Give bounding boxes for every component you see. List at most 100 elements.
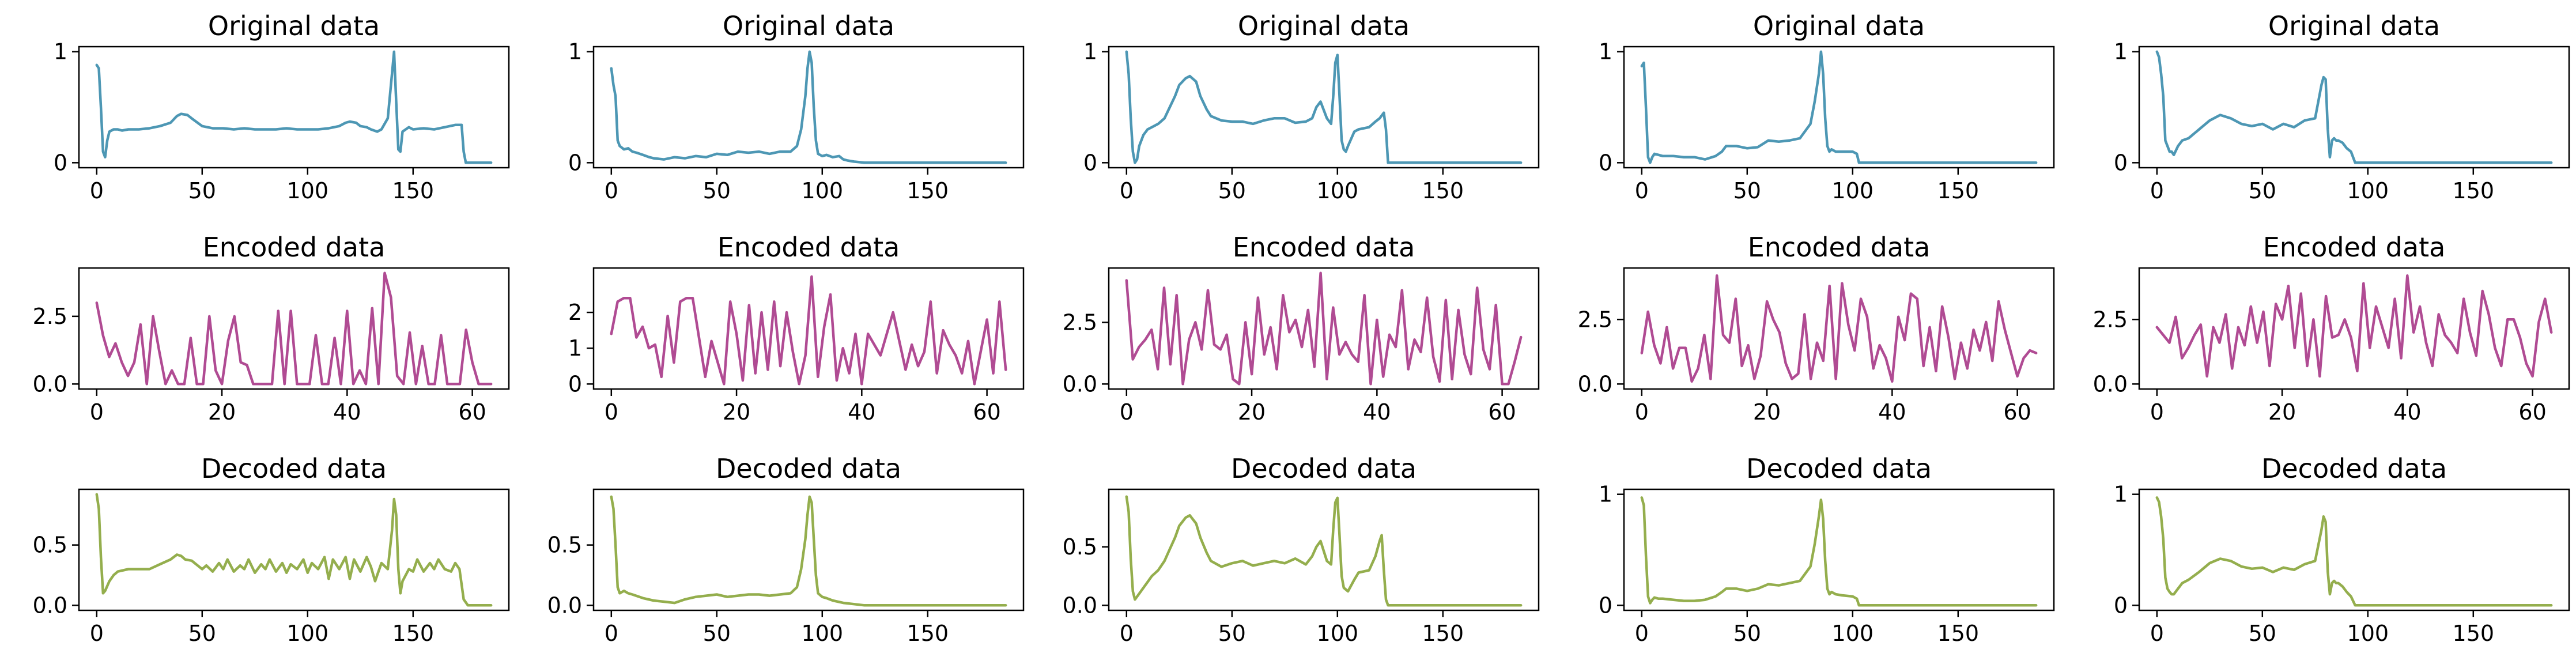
subplot-r0-c3: Original data 0 50 100 150 0 1 (1599, 10, 2055, 203)
subplot-r2-c0: Decoded data 0 50 100 150 0.0 0.5 (33, 453, 510, 646)
x-tick-label: 150 (1422, 178, 1464, 203)
x-tick-label: 0 (90, 621, 104, 646)
subplot-title: Decoded data (1746, 453, 1932, 484)
y-tick-label: 0 (2114, 592, 2128, 618)
y-tick-label: 1 (568, 39, 582, 65)
y-tick-label: 1 (2114, 39, 2128, 65)
subplot-r1-c1: Encoded data 0 20 40 60 0 1 2 (568, 232, 1025, 425)
x-tick-label: 50 (703, 178, 731, 203)
x-tick-label: 20 (723, 399, 750, 425)
x-tick-label: 20 (1753, 399, 1781, 425)
x-tick-label: 150 (1422, 621, 1464, 646)
x-tick-label: 20 (1238, 399, 1266, 425)
axes-frame (78, 267, 510, 390)
series-line (2155, 50, 2553, 164)
axes-frame (78, 46, 510, 169)
x-tick-label: 50 (1218, 178, 1246, 203)
x-tick-label: 100 (2347, 178, 2389, 203)
y-tick-label: 2.5 (1063, 309, 1097, 335)
axes-frame (592, 267, 1025, 390)
axes-frame (78, 488, 510, 611)
y-tick-label: 1 (1599, 39, 1612, 65)
x-tick-label: 20 (2268, 399, 2296, 425)
series-line (2155, 274, 2553, 378)
series-line (610, 495, 1007, 607)
subplot-title: Encoded data (203, 232, 386, 263)
series-line (95, 50, 493, 164)
y-tick-label: 0 (1599, 592, 1612, 618)
subplot-title: Decoded data (1231, 453, 1417, 484)
y-tick-label: 0.0 (33, 371, 67, 397)
x-tick-label: 40 (1363, 399, 1391, 425)
y-tick-label: 0 (568, 150, 582, 175)
y-tick-label: 0 (1599, 150, 1612, 175)
subplot-r2-c4: Decoded data 0 50 100 150 0 1 (2114, 453, 2570, 646)
subplot-title: Decoded data (716, 453, 901, 484)
x-tick-label: 100 (802, 178, 844, 203)
subplot-title: Original data (723, 10, 894, 41)
y-tick-label: 2.5 (33, 304, 67, 329)
series-line (1125, 50, 1523, 164)
subplot-title: Encoded data (1233, 232, 1415, 263)
x-tick-label: 0 (605, 178, 618, 203)
x-tick-label: 150 (392, 621, 435, 646)
x-tick-label: 0 (2150, 178, 2164, 203)
x-tick-label: 100 (287, 621, 329, 646)
subplot-r2-c2: Decoded data 0 50 100 150 0.0 0.5 (1063, 453, 1540, 646)
x-tick-label: 0 (1635, 399, 1649, 425)
series-line (1640, 274, 2038, 383)
x-tick-label: 0 (1635, 178, 1649, 203)
subplot-title: Encoded data (717, 232, 900, 263)
x-tick-label: 0 (1120, 178, 1134, 203)
x-tick-label: 50 (1733, 178, 1761, 203)
x-tick-label: 150 (2453, 178, 2495, 203)
x-tick-label: 0 (605, 399, 618, 425)
subplot-r0-c1: Original data 0 50 100 150 0 1 (568, 10, 1025, 203)
x-tick-label: 150 (907, 621, 949, 646)
x-tick-label: 0 (90, 399, 104, 425)
y-tick-label: 1 (1599, 482, 1612, 507)
x-tick-label: 100 (1317, 621, 1359, 646)
x-tick-label: 150 (2453, 621, 2495, 646)
x-tick-label: 0 (1120, 399, 1134, 425)
series-line (1640, 496, 2038, 607)
subplot-r1-c0: Encoded data 0 20 40 60 0.0 2.5 (33, 232, 510, 425)
series-line (1125, 271, 1523, 386)
x-tick-label: 0 (605, 621, 618, 646)
y-tick-label: 0.0 (33, 592, 67, 618)
x-tick-label: 50 (2249, 178, 2276, 203)
x-tick-label: 150 (907, 178, 949, 203)
y-tick-label: 1 (568, 335, 582, 361)
x-tick-label: 150 (1937, 178, 1980, 203)
subplot-r0-c4: Original data 0 50 100 150 0 1 (2114, 10, 2570, 203)
y-tick-label: 0.5 (1063, 534, 1097, 560)
series-line (1640, 50, 2038, 164)
subplot-r0-c2: Original data 0 50 100 150 0 1 (1083, 10, 1540, 203)
x-tick-label: 100 (1317, 178, 1359, 203)
subplot-r1-c4: Encoded data 0 20 40 60 0.0 2.5 (2093, 232, 2570, 425)
y-tick-label: 0.0 (1063, 371, 1097, 397)
y-tick-label: 0 (54, 150, 67, 175)
y-tick-label: 0 (1083, 150, 1097, 175)
x-tick-label: 40 (848, 399, 875, 425)
y-tick-label: 0 (2114, 150, 2128, 175)
axes-frame (1623, 46, 2055, 169)
subplot-title: Decoded data (201, 453, 387, 484)
subplot-r1-c2: Encoded data 0 20 40 60 0.0 2.5 (1063, 232, 1540, 425)
y-tick-label: 2 (568, 300, 582, 325)
x-tick-label: 50 (188, 178, 216, 203)
x-tick-label: 60 (2518, 399, 2546, 425)
x-tick-label: 40 (333, 399, 361, 425)
x-tick-label: 100 (1832, 178, 1874, 203)
axes-frame (1108, 488, 1540, 611)
axes-frame (592, 46, 1025, 169)
x-tick-label: 0 (90, 178, 104, 203)
y-tick-label: 1 (2114, 482, 2128, 507)
y-tick-label: 2.5 (1578, 307, 1612, 332)
x-tick-label: 0 (1120, 621, 1134, 646)
x-tick-label: 40 (2393, 399, 2421, 425)
axes-frame (592, 488, 1025, 611)
axes-frame (1108, 46, 1540, 169)
y-tick-label: 0.0 (2093, 371, 2128, 397)
